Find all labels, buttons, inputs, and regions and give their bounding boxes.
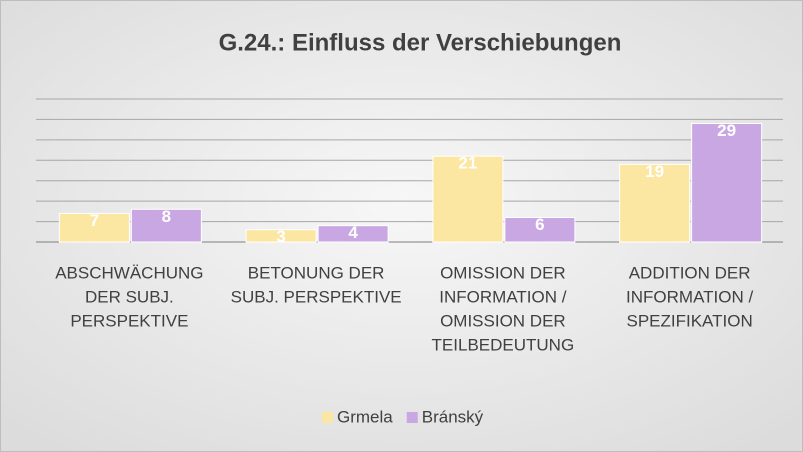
data-label: 4 — [348, 223, 358, 242]
data-label: 7 — [90, 211, 99, 230]
x-tick-label: OMISSION DER — [440, 311, 566, 330]
x-tick-label: TEILBEDEUTUNG — [432, 335, 575, 354]
legend-swatch — [406, 412, 418, 423]
data-label: 21 — [458, 154, 477, 173]
chart-title: G.24.: Einfluss der Verschiebungen — [219, 29, 622, 56]
bar — [317, 225, 389, 243]
data-label: 8 — [162, 207, 171, 226]
bar — [504, 216, 576, 243]
x-tick-label: BETONUNG DER — [248, 263, 385, 282]
data-label: 3 — [276, 227, 285, 246]
data-label: 6 — [535, 215, 544, 234]
bar — [619, 163, 691, 243]
data-label: 19 — [645, 162, 664, 181]
x-tick-label: INFORMATION / — [439, 287, 566, 306]
data-label: 29 — [717, 121, 736, 140]
x-tick-label: PERSPEKTIVE — [70, 311, 188, 330]
x-tick-label: SPEZIFIKATION — [626, 311, 752, 330]
x-tick-label: DER SUBJ. — [85, 287, 174, 306]
legend-label: Grmela — [337, 407, 393, 426]
bar — [432, 155, 504, 243]
legend-label: Bránský — [422, 407, 484, 426]
bar — [58, 212, 130, 243]
bar — [691, 123, 763, 243]
x-tick-label: INFORMATION / — [626, 287, 753, 306]
x-tick-label: SUBJ. PERSPEKTIVE — [231, 287, 402, 306]
x-tick-label: OMISSION DER — [440, 263, 566, 282]
bar — [130, 208, 202, 243]
x-tick-label: ADDITION DER — [629, 263, 751, 282]
legend-swatch — [322, 412, 333, 423]
bar — [245, 229, 317, 243]
x-tick-label: ABSCHWÄCHUNG — [55, 263, 203, 282]
